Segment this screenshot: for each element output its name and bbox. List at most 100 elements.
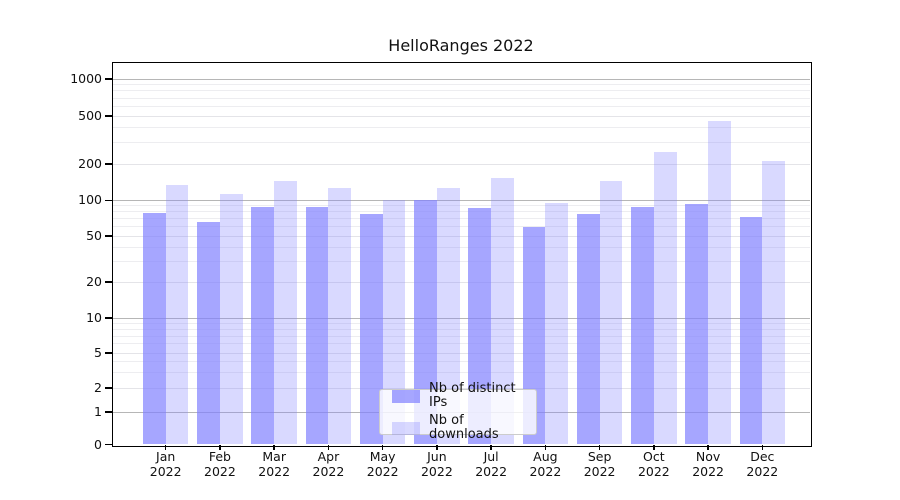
legend-row-distinct-ips: Nb of distinct IPs [392, 382, 536, 410]
bar-distinct-ips [739, 216, 763, 445]
y-tick-mark [105, 443, 112, 446]
bar-downloads [545, 202, 569, 445]
grid-line [112, 361, 810, 363]
grid-line [112, 343, 810, 345]
y-tick-mark [105, 281, 112, 283]
grid-line [112, 142, 810, 144]
grid-line [112, 387, 810, 389]
y-tick-mark [105, 317, 112, 319]
x-tick-label: Feb 2022 [204, 448, 236, 479]
x-tick-mark [327, 444, 330, 450]
x-tick-mark [273, 444, 275, 450]
y-tick-mark [105, 115, 112, 117]
x-tick-label: Sep 2022 [583, 448, 616, 479]
legend-swatch-distinct-ips [392, 389, 420, 403]
y-tick-label: 0 [94, 436, 102, 452]
x-tick-mark [381, 444, 384, 450]
y-tick-label: 10 [86, 310, 102, 325]
bar-distinct-ips [197, 221, 220, 445]
y-tick-label: 200 [78, 156, 102, 171]
legend-label-distinct-ips: Nb of distinct IPs [429, 381, 516, 410]
y-tick-label: 500 [78, 108, 102, 123]
y-tick-mark [105, 163, 112, 165]
bar-downloads [436, 187, 460, 445]
x-tick-mark [761, 444, 764, 450]
x-tick-label: Aug 2022 [529, 448, 562, 479]
y-tick-label: 1000 [70, 71, 102, 86]
x-tick-mark [653, 444, 655, 450]
x-tick-mark [490, 444, 492, 450]
bar-distinct-ips [251, 206, 275, 445]
bar-downloads [219, 194, 243, 445]
bar-distinct-ips [631, 206, 654, 445]
x-tick-label: Jul 2022 [475, 448, 508, 479]
y-tick-mark [105, 78, 112, 80]
bar-distinct-ips [142, 213, 166, 445]
grid-line [112, 226, 810, 228]
x-tick-label: Mar 2022 [258, 448, 291, 479]
y-tick-label: 5 [94, 345, 102, 360]
bar-distinct-ips [359, 214, 383, 445]
x-tick-mark [707, 444, 709, 450]
grid-line [112, 105, 810, 107]
y-tick-label: 50 [86, 228, 102, 243]
bar-downloads [491, 177, 514, 445]
grid-line [112, 199, 810, 201]
bar-distinct-ips [305, 206, 329, 445]
grid-line [112, 78, 810, 80]
grid-line [112, 335, 810, 337]
x-tick-label: Apr 2022 [312, 448, 345, 479]
x-tick-mark [544, 444, 547, 450]
legend-swatch-downloads [392, 421, 420, 435]
y-tick-label: 2 [94, 380, 102, 395]
bar-distinct-ips [576, 214, 600, 445]
y-tick-mark [105, 352, 112, 354]
bar-downloads [708, 120, 731, 445]
grid-line [112, 235, 810, 237]
x-tick-mark [436, 444, 438, 450]
grid-line [112, 205, 810, 207]
legend-label-downloads: Nb of downloads [429, 413, 499, 442]
legend-row-downloads: Nb of downloads [392, 414, 536, 442]
x-tick-label: Jan 2022 [149, 448, 182, 479]
x-tick-mark [165, 444, 167, 450]
grid-line [112, 218, 810, 220]
grid-line [112, 246, 810, 248]
grid-line [112, 352, 810, 354]
y-tick-label: 20 [86, 274, 102, 289]
grid-line [112, 211, 810, 213]
y-tick-mark [105, 199, 112, 201]
x-tick-mark [598, 444, 601, 450]
grid-line [112, 163, 810, 165]
legend: Nb of distinct IPs Nb of downloads [379, 382, 537, 442]
x-tick-label: May 2022 [366, 448, 399, 479]
bar-downloads [762, 160, 786, 445]
y-tick-mark [105, 411, 112, 413]
x-tick-label: Jun 2022 [420, 448, 453, 479]
bar-downloads [165, 184, 189, 445]
grid-line [112, 322, 810, 324]
x-tick-label: Oct 2022 [637, 448, 670, 479]
y-tick-label: 100 [78, 192, 102, 208]
grid-line [112, 328, 810, 330]
bar-downloads [653, 151, 677, 445]
grid-line [112, 115, 810, 117]
grid-line [112, 281, 810, 283]
grid-line [112, 97, 810, 99]
grid-line [112, 84, 810, 86]
grid-line [112, 261, 810, 263]
bar-downloads [599, 180, 623, 445]
grid-line [112, 317, 810, 319]
bar-distinct-ips [414, 200, 437, 445]
y-tick-mark [105, 387, 112, 389]
x-tick-label: Nov 2022 [692, 448, 724, 479]
grid-line [112, 127, 810, 129]
y-tick-label: 1 [94, 404, 102, 419]
grid-line [112, 372, 810, 373]
chart-title: HelloRanges 2022 [388, 36, 534, 55]
bar-distinct-ips [468, 208, 492, 445]
bar-downloads [274, 181, 297, 445]
y-tick-mark [105, 235, 112, 237]
grid-line [112, 90, 810, 92]
